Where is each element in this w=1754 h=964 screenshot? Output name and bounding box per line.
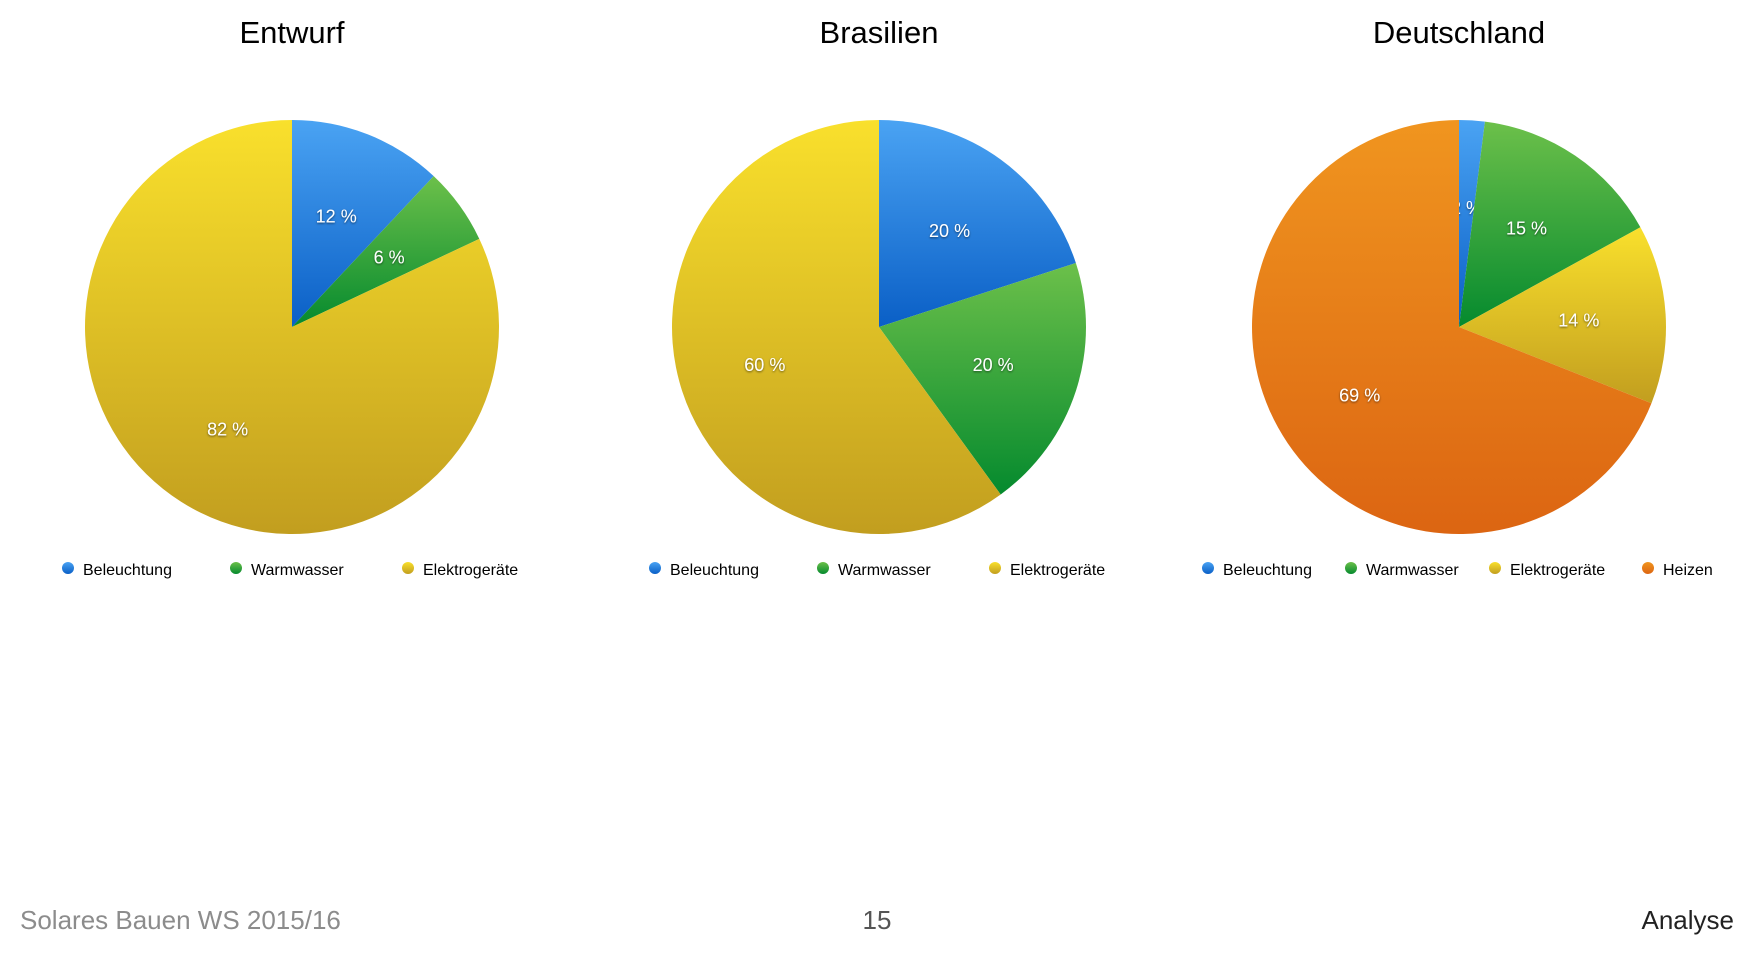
legend-brasilien: Beleuchtung Warmwasser Elektrogeräte	[649, 562, 1105, 579]
legend-label-beleuchtung: Beleuchtung	[83, 562, 172, 579]
legend-item-entwurf-elektrogeraete: Elektrogeräte	[402, 562, 518, 579]
chart-title-deutschland: Deutschland	[1373, 15, 1545, 50]
legend-dot-elektrogeraete	[1489, 562, 1501, 574]
legend-dot-elektrogeraete	[989, 562, 1001, 574]
footer-page-number: 15	[862, 905, 892, 935]
chart-title-brasilien: Brasilien	[820, 15, 939, 50]
legend-dot-warmwasser	[1345, 562, 1357, 574]
pie-chart-brasilien: Brasilien 20 % 20 % 60 % Beleuchtung Warmwass…	[649, 15, 1105, 579]
legend-dot-warmwasser	[817, 562, 829, 574]
legend-dot-beleuchtung	[1202, 562, 1214, 574]
legend-label-elektrogeraete: Elektrogeräte	[423, 562, 518, 579]
pie-chart-entwurf: Entwurf 12 % 6 % 82 % Beleuchtung Warmwasser E…	[62, 15, 518, 579]
legend-item-entwurf-warmwasser: Warmwasser	[230, 562, 344, 579]
legend-dot-heizen	[1642, 562, 1654, 574]
pie-slice-deutschland-elektrogeraete	[1459, 227, 1666, 404]
legend-dot-elektrogeraete	[402, 562, 414, 574]
slice-label-entwurf-warmwasser: 6 %	[374, 247, 405, 267]
pie-slice-entwurf-beleuchtung	[292, 120, 434, 327]
pie-slice-entwurf-elektrogeraete	[84, 120, 499, 534]
slice-label-entwurf-elektrogeraete: 82 %	[207, 419, 248, 439]
pie-slice-entwurf-warmwasser	[292, 176, 480, 327]
footer-section-title: Analyse	[1641, 905, 1735, 935]
legend-item-entwurf-beleuchtung: Beleuchtung	[62, 562, 172, 579]
legend-label-beleuchtung: Beleuchtung	[670, 562, 759, 579]
slice-label-brasilien-elektrogeraete: 60 %	[744, 355, 785, 375]
legend-item-brasilien-elektrogeraete: Elektrogeräte	[989, 562, 1105, 579]
slice-label-entwurf-beleuchtung: 12 %	[316, 206, 357, 226]
slice-label-brasilien-warmwasser: 20 %	[973, 355, 1014, 375]
footer-course-title: Solares Bauen WS 2015/16	[20, 905, 341, 935]
slice-label-deutschland-warmwasser: 15 %	[1506, 219, 1547, 239]
chart-title-entwurf: Entwurf	[239, 15, 344, 50]
legend-label-warmwasser: Warmwasser	[1366, 562, 1459, 579]
legend-label-heizen: Heizen	[1663, 562, 1713, 579]
pie-slice-deutschland-beleuchtung	[1459, 120, 1485, 327]
legend-label-beleuchtung: Beleuchtung	[1223, 562, 1312, 579]
legend-item-deutschland-elektrogeraete: Elektrogeräte	[1489, 562, 1605, 579]
legend-item-brasilien-beleuchtung: Beleuchtung	[649, 562, 759, 579]
legend-dot-warmwasser	[230, 562, 242, 574]
pie-slice-deutschland-warmwasser	[1459, 121, 1641, 327]
slice-label-deutschland-heizen: 69 %	[1339, 385, 1380, 405]
legend-item-deutschland-warmwasser: Warmwasser	[1345, 562, 1459, 579]
legend-label-warmwasser: Warmwasser	[838, 562, 931, 579]
pie-slice-deutschland-heizen	[1252, 120, 1652, 534]
slice-label-deutschland-elektrogeraete: 14 %	[1558, 310, 1599, 330]
legend-deutschland: Beleuchtung Warmwasser Elektrogeräte Heizen	[1202, 562, 1713, 579]
legend-label-warmwasser: Warmwasser	[251, 562, 344, 579]
pie-slice-brasilien-warmwasser	[879, 263, 1086, 495]
legend-dot-beleuchtung	[62, 562, 74, 574]
legend-label-elektrogeraete: Elektrogeräte	[1010, 562, 1105, 579]
legend-item-brasilien-warmwasser: Warmwasser	[817, 562, 931, 579]
legend-entwurf: Beleuchtung Warmwasser Elektrogeräte	[62, 562, 518, 579]
pie-slice-brasilien-elektrogeraete	[672, 120, 1001, 534]
legend-item-deutschland-heizen: Heizen	[1642, 562, 1713, 579]
legend-dot-beleuchtung	[649, 562, 661, 574]
legend-item-deutschland-beleuchtung: Beleuchtung	[1202, 562, 1312, 579]
legend-label-elektrogeraete: Elektrogeräte	[1510, 562, 1605, 579]
slice-label-brasilien-beleuchtung: 20 %	[929, 221, 970, 241]
pie-slice-brasilien-beleuchtung	[879, 120, 1076, 327]
